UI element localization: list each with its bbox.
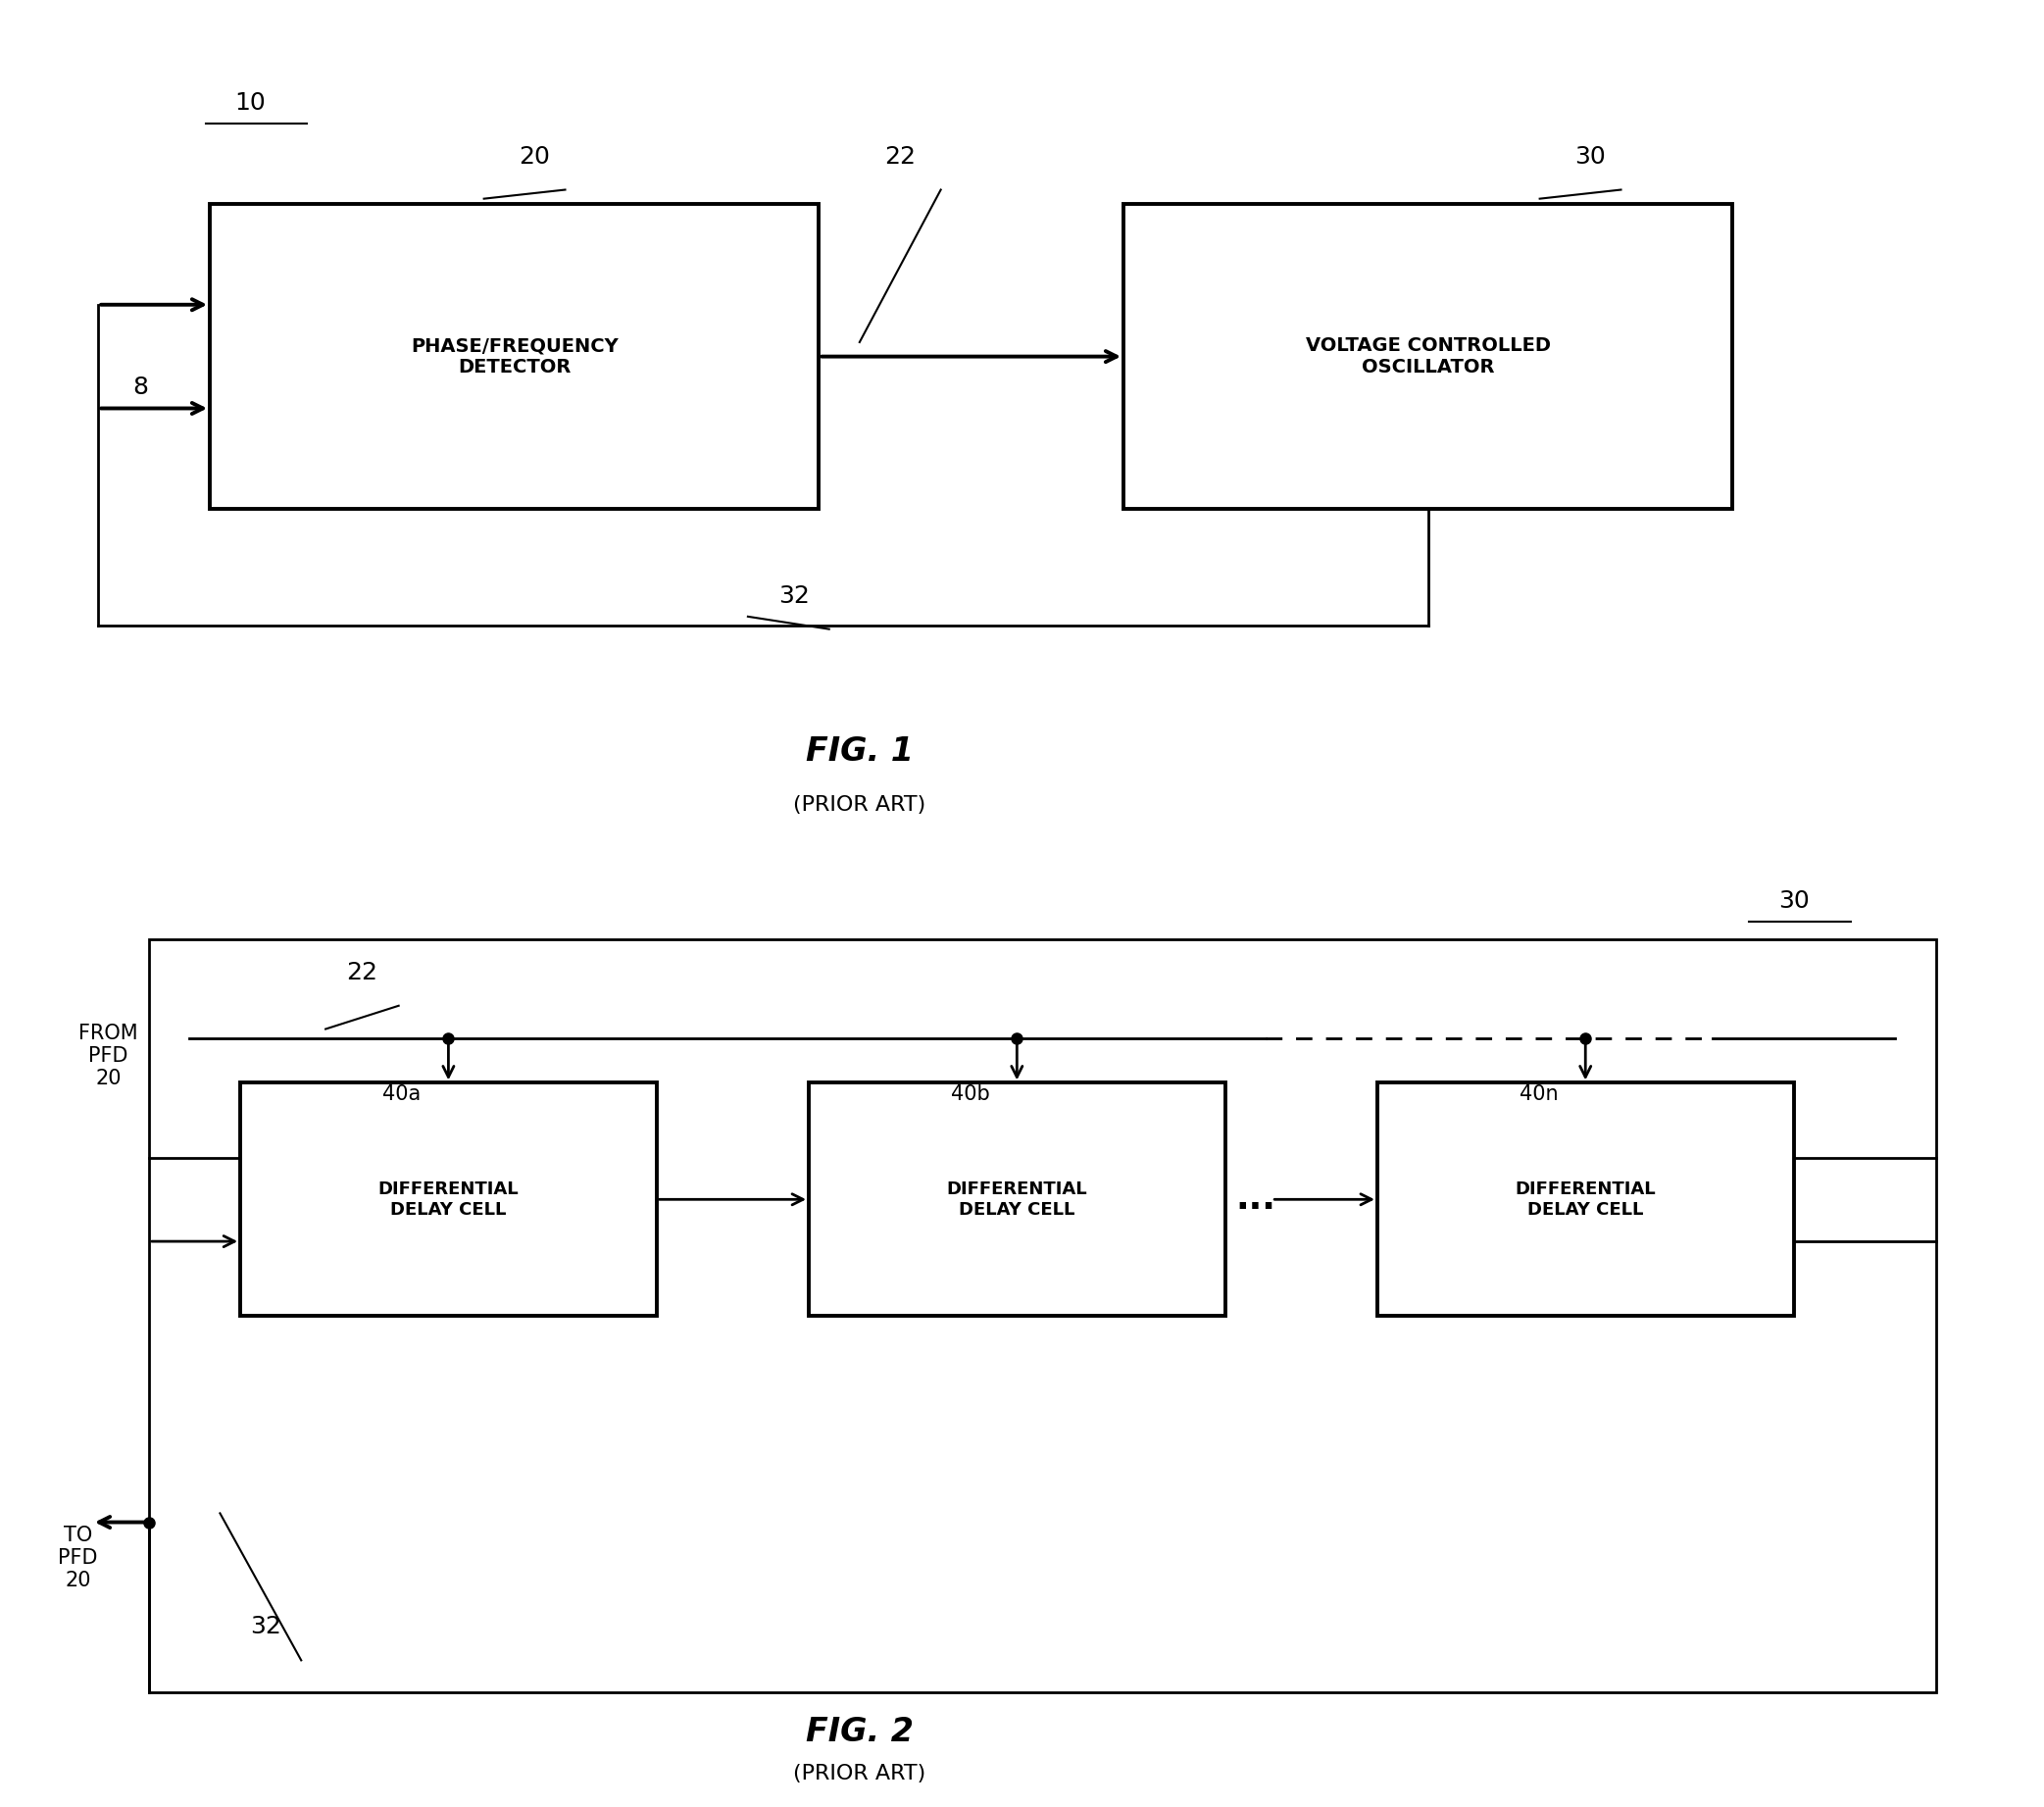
Text: 8: 8 [133, 376, 149, 399]
Text: (PRIOR ART): (PRIOR ART) [793, 1764, 926, 1784]
Text: 30: 30 [1576, 145, 1607, 168]
Bar [211, 204, 820, 510]
Text: 30: 30 [1778, 889, 1809, 913]
Text: DIFFERENTIAL
DELAY CELL: DIFFERENTIAL DELAY CELL [1515, 1180, 1656, 1218]
Bar [809, 1082, 1224, 1315]
Text: DIFFERENTIAL
DELAY CELL: DIFFERENTIAL DELAY CELL [946, 1180, 1087, 1218]
Text: 10: 10 [235, 90, 266, 114]
Bar [1378, 1082, 1793, 1315]
Text: FIG. 2: FIG. 2 [805, 1717, 914, 1747]
Text: DIFFERENTIAL
DELAY CELL: DIFFERENTIAL DELAY CELL [378, 1180, 519, 1218]
Text: 40b: 40b [950, 1084, 989, 1104]
Text: 40n: 40n [1519, 1084, 1558, 1104]
Text: VOLTAGE CONTROLLED
OSCILLATOR: VOLTAGE CONTROLLED OSCILLATOR [1306, 336, 1551, 376]
Text: TO
PFD
20: TO PFD 20 [57, 1525, 98, 1590]
Text: FROM
PFD
20: FROM PFD 20 [78, 1023, 139, 1088]
Bar [1124, 204, 1733, 510]
Text: (PRIOR ART): (PRIOR ART) [793, 795, 926, 815]
Text: 22: 22 [885, 145, 916, 168]
Text: 22: 22 [345, 961, 378, 985]
Text: 32: 32 [251, 1615, 282, 1639]
Text: FIG. 1: FIG. 1 [805, 735, 914, 768]
Text: 20: 20 [519, 145, 550, 168]
Text: PHASE/FREQUENCY
DETECTOR: PHASE/FREQUENCY DETECTOR [411, 336, 617, 376]
Text: 32: 32 [779, 584, 809, 607]
Text: 40a: 40a [382, 1084, 421, 1104]
Bar [149, 940, 1936, 1693]
Text: ...: ... [1235, 1184, 1275, 1216]
Bar [241, 1082, 656, 1315]
